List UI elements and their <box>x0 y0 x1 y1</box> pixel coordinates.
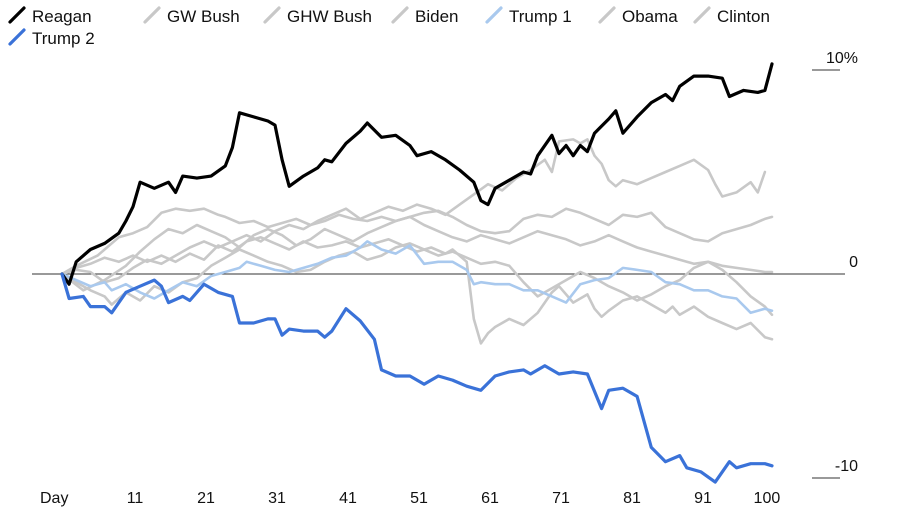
series-line-ghw-bush <box>60 215 774 292</box>
y-axis-ticks: 10% 0 -10 <box>812 50 858 479</box>
x-tick-label: 61 <box>481 490 499 507</box>
legend-item-gw-bush: GW Bush <box>143 6 240 26</box>
legend-label: Reagan <box>32 7 92 26</box>
legend-swatch <box>391 6 409 24</box>
legend-swatch <box>485 6 503 24</box>
legend: Reagan GW Bush GHW Bush Biden Trump 1 Obama Cl… <box>8 6 770 48</box>
legend-swatch <box>263 6 281 24</box>
legend-swatch <box>598 6 616 24</box>
x-tick-label: 100 <box>754 490 781 507</box>
x-tick-label: 21 <box>197 490 215 507</box>
legend-swatch <box>693 6 711 24</box>
y-tick: 0 <box>849 254 858 271</box>
legend-label: GW Bush <box>167 7 240 26</box>
legend-label: GHW Bush <box>287 7 372 26</box>
y-tick-label: -10 <box>835 458 858 475</box>
x-tick-label: 81 <box>623 490 641 507</box>
x-tick-label: 91 <box>694 490 712 507</box>
y-tick: -10 <box>812 458 858 479</box>
y-tick-label: 10% <box>826 50 858 67</box>
y-tick-label: 0 <box>849 254 858 271</box>
series-line-gw-bush <box>60 207 774 276</box>
legend-label: Trump 2 <box>32 29 95 48</box>
x-tick-label: Day <box>40 490 68 507</box>
legend-item-obama: Obama <box>598 6 678 26</box>
legend-item-reagan: Reagan <box>8 6 92 26</box>
legend-label: Obama <box>622 7 678 26</box>
legend-swatch <box>8 28 26 46</box>
legend-item-clinton: Clinton <box>693 6 770 26</box>
x-tick-label: 11 <box>127 490 144 507</box>
series-line-clinton <box>60 138 767 284</box>
legend-item-trump-1: Trump 1 <box>485 6 572 26</box>
x-tick-label: 41 <box>339 490 357 507</box>
legend-label: Biden <box>415 7 458 26</box>
legend-item-trump-2: Trump 2 <box>8 28 95 48</box>
legend-swatch <box>8 6 26 24</box>
legend-label: Trump 1 <box>509 7 572 26</box>
series-line-trump-1 <box>60 240 774 315</box>
x-tick-label: 71 <box>552 490 570 507</box>
x-tick-label: 51 <box>410 490 428 507</box>
x-tick-label: 31 <box>268 490 286 507</box>
x-axis-ticks: Day 11 21 31 41 51 61 71 81 91 100 <box>40 490 780 507</box>
series-line-reagan <box>60 62 774 286</box>
y-tick: 10% <box>812 50 858 71</box>
series-layer <box>60 62 774 484</box>
legend-swatch <box>143 6 161 24</box>
legend-label: Clinton <box>717 7 770 26</box>
legend-item-biden: Biden <box>391 6 458 26</box>
series-line-biden <box>60 236 774 345</box>
legend-item-ghw-bush: GHW Bush <box>263 6 372 26</box>
series-line-trump-2 <box>60 272 774 484</box>
